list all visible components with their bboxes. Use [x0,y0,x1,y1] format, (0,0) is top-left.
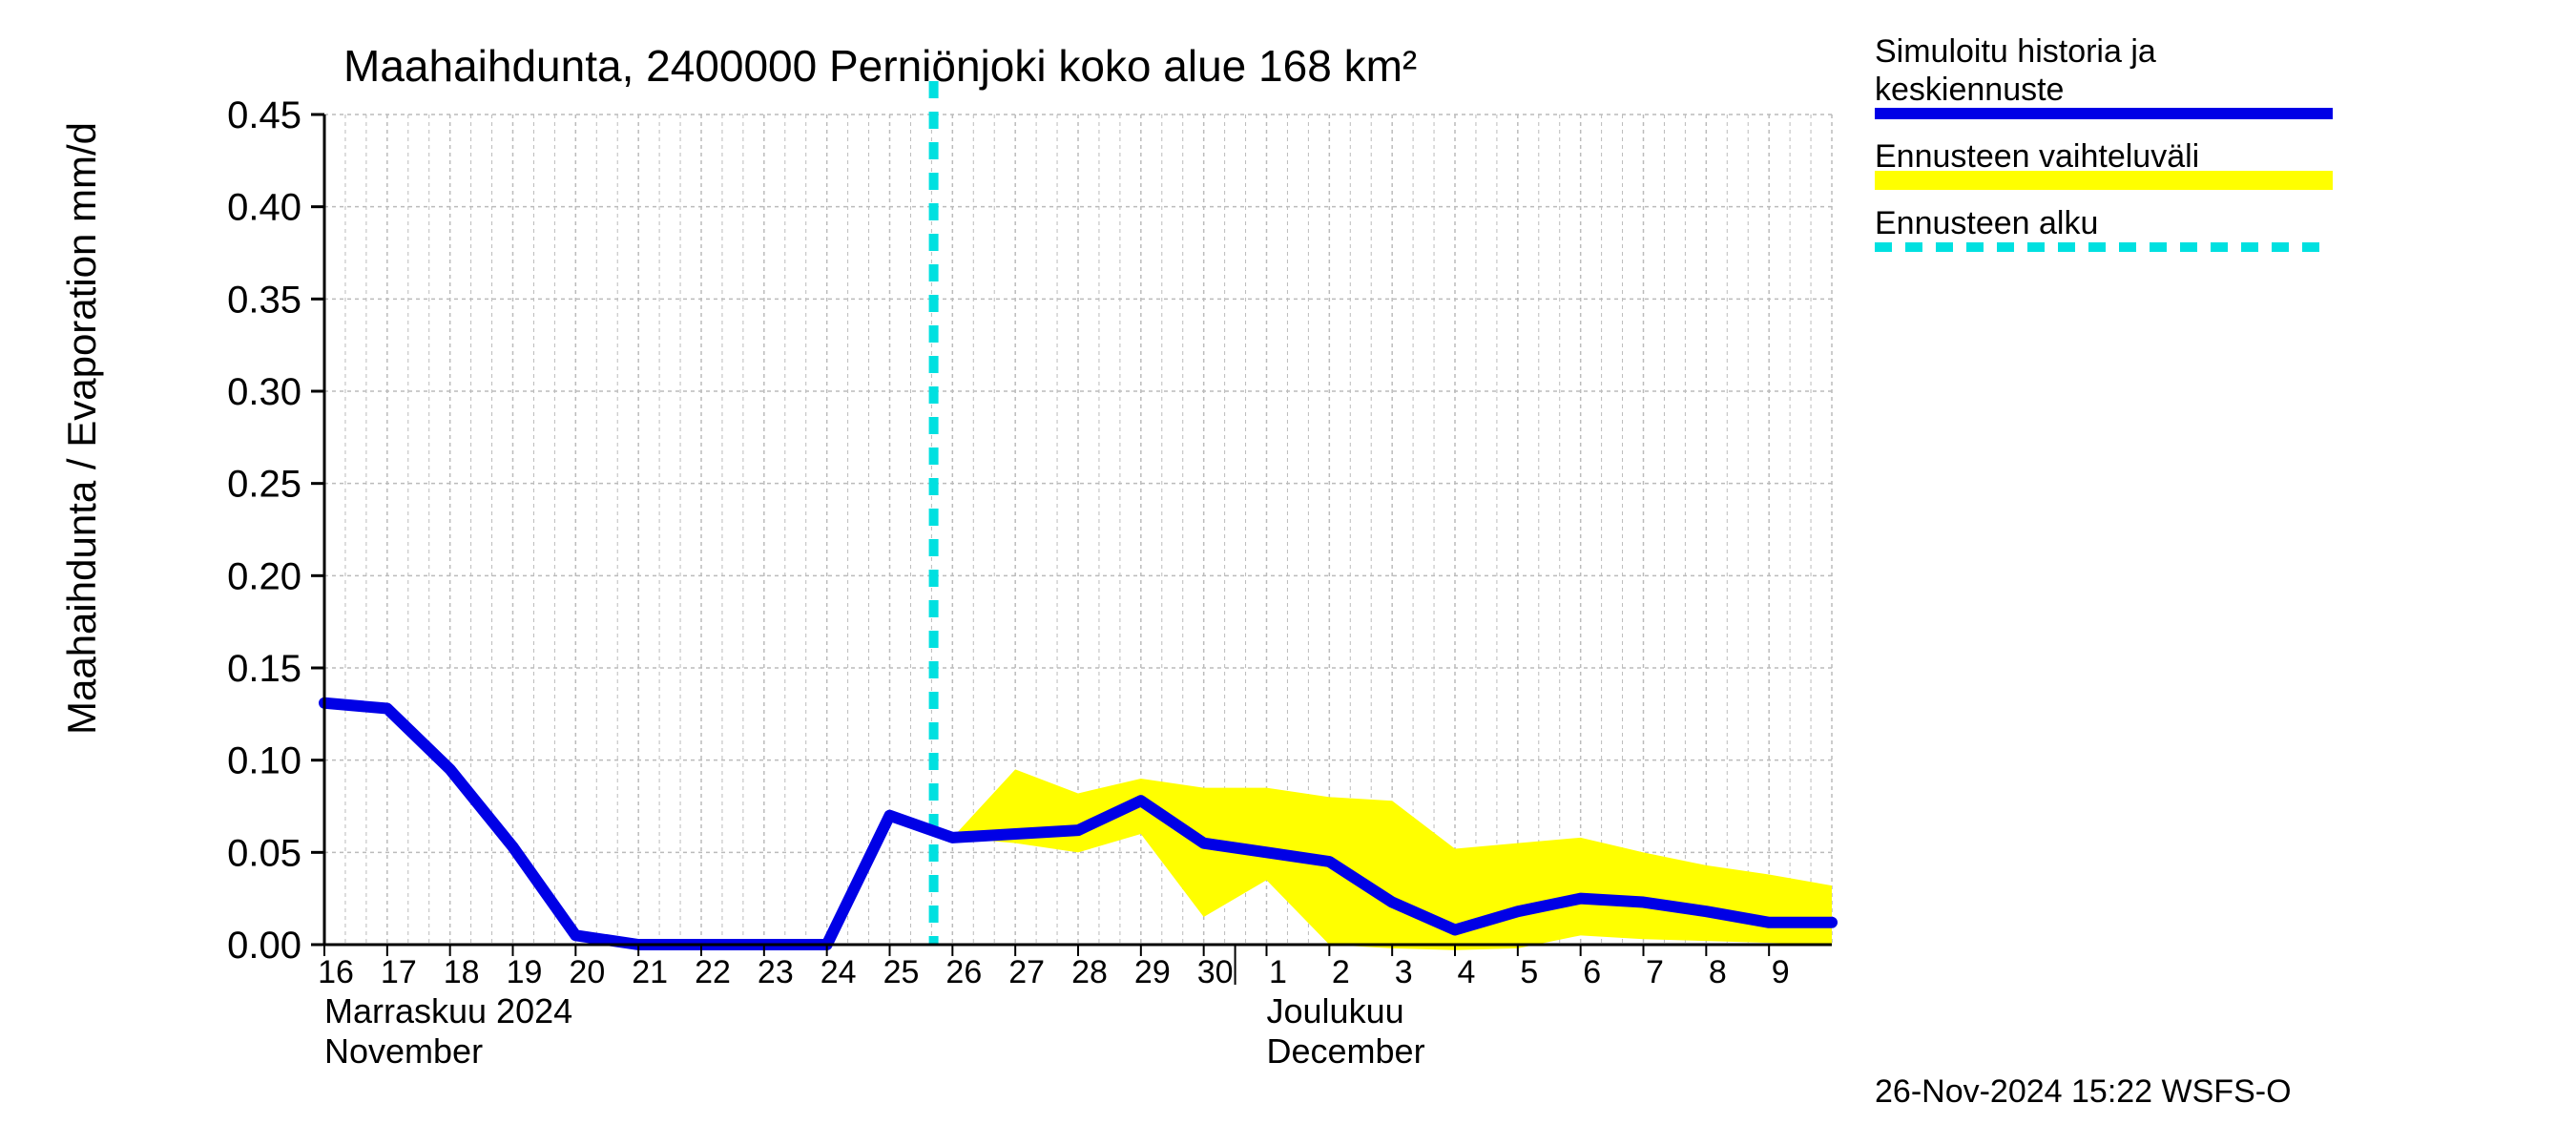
svg-text:8: 8 [1709,954,1727,990]
month-labels: Marraskuu 2024November JoulukuuDecember [324,991,1425,1071]
x-tick-labels: 161718192021222324252627282930123456789 [318,954,1790,990]
svg-text:24: 24 [821,954,857,990]
svg-text:7: 7 [1646,954,1664,990]
svg-text:0.40: 0.40 [227,187,301,229]
svg-text:29: 29 [1134,954,1171,990]
svg-text:16: 16 [318,954,354,990]
chart-container: Maahaihdunta, 2400000 Perniönjoki koko a… [0,0,2576,1145]
svg-text:26: 26 [945,954,982,990]
chart-svg: Maahaihdunta, 2400000 Perniönjoki koko a… [0,0,2576,1145]
svg-text:Simuloitu historia ja: Simuloitu historia ja [1875,33,2156,70]
svg-text:Ennusteen vaihteluväli: Ennusteen vaihteluväli [1875,138,2199,175]
svg-text:5: 5 [1520,954,1538,990]
svg-text:0.20: 0.20 [227,555,301,597]
svg-text:19: 19 [507,954,543,990]
svg-text:1: 1 [1269,954,1287,990]
svg-text:18: 18 [444,954,480,990]
svg-text:9: 9 [1772,954,1790,990]
svg-text:November: November [324,1031,483,1071]
svg-text:21: 21 [632,954,668,990]
svg-text:4: 4 [1458,954,1476,990]
svg-text:27: 27 [1008,954,1045,990]
svg-text:22: 22 [695,954,731,990]
y-axis-label: Maahaihdunta / Evaporation mm/d [59,122,104,735]
svg-text:20: 20 [569,954,605,990]
svg-text:28: 28 [1071,954,1108,990]
svg-text:3: 3 [1395,954,1413,990]
svg-text:0.45: 0.45 [227,94,301,136]
svg-text:0.05: 0.05 [227,832,301,874]
svg-text:0.10: 0.10 [227,740,301,782]
footer-timestamp: 26-Nov-2024 15:22 WSFS-O [1875,1073,2292,1110]
chart-title: Maahaihdunta, 2400000 Perniönjoki koko a… [343,41,1417,91]
svg-text:6: 6 [1583,954,1601,990]
svg-text:25: 25 [883,954,920,990]
svg-text:Marraskuu 2024: Marraskuu 2024 [324,991,572,1030]
legend: Simuloitu historia jakeskiennuste Ennuste… [1875,33,2333,247]
svg-text:Ennusteen alku: Ennusteen alku [1875,205,2098,241]
svg-text:2: 2 [1332,954,1350,990]
svg-text:0.30: 0.30 [227,371,301,413]
svg-text:Joulukuu: Joulukuu [1267,991,1404,1030]
svg-text:30: 30 [1197,954,1234,990]
svg-text:0.35: 0.35 [227,279,301,321]
svg-text:keskiennuste: keskiennuste [1875,72,2064,108]
svg-text:December: December [1267,1031,1425,1071]
svg-text:0.15: 0.15 [227,648,301,690]
svg-text:0.25: 0.25 [227,464,301,506]
svg-text:23: 23 [758,954,794,990]
svg-text:0.00: 0.00 [227,925,301,967]
svg-text:17: 17 [381,954,417,990]
y-tick-labels: 0.00 0.05 0.10 0.15 0.20 0.25 0.30 0.35 0.40 0.45 [227,94,301,967]
